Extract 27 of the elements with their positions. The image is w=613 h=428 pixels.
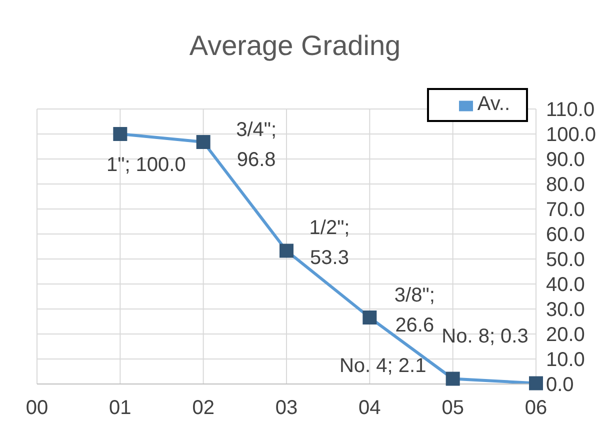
chart-title: Average Grading — [188, 30, 402, 62]
x-tick-label: 04 — [358, 397, 381, 420]
y-tick-label: 10.0 — [546, 349, 585, 372]
data-label: 1/2"; 53.3 — [309, 216, 350, 269]
data-label: 3/8"; 26.6 — [394, 284, 435, 336]
x-tick-label: 00 — [26, 397, 48, 420]
y-tick-label: 60.0 — [546, 224, 585, 246]
y-tick-label: 40.0 — [546, 274, 585, 296]
y-tick-label: 100.0 — [546, 124, 596, 146]
y-tick-label: 70.0 — [546, 199, 585, 222]
x-tick-label: 05 — [442, 397, 464, 420]
y-tick-label: 110.0 — [546, 99, 595, 122]
x-tick-label: 03 — [275, 397, 298, 420]
x-tick-label: 02 — [192, 397, 214, 420]
y-tick-label: 90.0 — [546, 149, 585, 172]
y-tick-label: 50.0 — [546, 249, 585, 272]
y-tick-label: 20.0 — [546, 324, 585, 346]
data-label: 3/4"; 96.8 — [236, 119, 277, 171]
data-label: No. 8; 0.3 — [442, 325, 528, 348]
x-tick-label: 01 — [109, 397, 132, 420]
y-tick-label: 0.0 — [546, 374, 574, 396]
y-tick-label: 30.0 — [546, 299, 585, 322]
x-tick-label: 06 — [524, 397, 548, 420]
data-label: No. 4; 2.1 — [339, 354, 426, 377]
legend-label: Av.. — [477, 93, 510, 115]
data-label: 1"; 100.0 — [106, 154, 186, 176]
y-tick-label: 80.0 — [546, 174, 585, 196]
